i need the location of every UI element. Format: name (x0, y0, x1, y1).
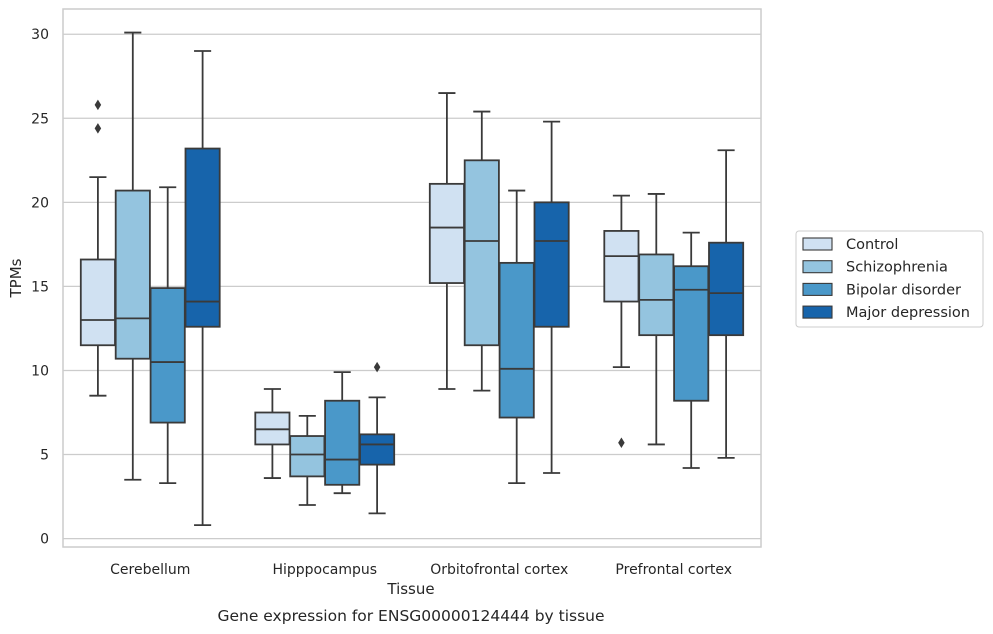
x-tick-label: Orbitofrontal cortex (430, 562, 568, 578)
box-3-3 (708, 149, 745, 459)
y-tick-label: 0 (40, 532, 49, 548)
y-tick-label: 20 (31, 195, 49, 211)
box-plots (79, 31, 745, 527)
box-iqr (79, 258, 116, 347)
box-iqr (184, 147, 221, 328)
legend-frame (795, 230, 984, 328)
box-2-0 (149, 186, 186, 485)
y-axis-label: TPMs (7, 258, 25, 298)
legend-swatch (802, 282, 833, 296)
box-2-3 (673, 231, 710, 469)
y-tick-label: 25 (31, 111, 49, 127)
box-iqr (149, 287, 186, 424)
x-tick-labels: Cerebellum Hipppocampus Orbitofrontal cort… (110, 562, 732, 578)
x-tick-label: Hipppocampus (272, 562, 377, 578)
legend-label: Control (846, 237, 898, 253)
y-tick-labels: 0 5 10 15 20 25 30 (31, 27, 49, 547)
box-iqr (533, 201, 570, 328)
outlier-point (373, 361, 381, 373)
box-1-2 (463, 110, 500, 392)
y-tick-label: 15 (31, 279, 49, 295)
box-3-1 (359, 361, 396, 515)
legend-swatch (802, 260, 833, 274)
box-0-0 (79, 99, 116, 397)
x-tick-label: Cerebellum (110, 562, 190, 578)
box-iqr (428, 182, 465, 284)
box-iqr (498, 261, 535, 419)
box-iqr (359, 433, 396, 466)
box-iqr (114, 189, 151, 360)
legend-label: Schizophrenia (846, 260, 948, 276)
box-0-1 (254, 388, 291, 479)
box-iqr (638, 253, 675, 337)
y-tick-label: 30 (31, 27, 49, 43)
y-tick-label: 5 (40, 448, 49, 464)
box-0-3 (603, 194, 640, 449)
legend-swatch (802, 237, 833, 251)
box-iqr (603, 230, 640, 303)
box-1-0 (114, 31, 151, 481)
outlier-point (618, 437, 625, 449)
box-3-2 (533, 120, 570, 474)
box-iqr (463, 159, 500, 347)
box-iqr (289, 435, 326, 478)
plot-frame (62, 8, 762, 548)
box-iqr (673, 265, 710, 402)
y-tick-label: 10 (31, 363, 49, 379)
legend: Control Schizophrenia Bipolar disorder Majo… (795, 230, 984, 328)
figure-caption: Gene expression for ENSG00000124444 by t… (217, 607, 604, 625)
x-tick-label: Prefrontal cortex (615, 562, 732, 578)
x-axis-label: Tissue (386, 580, 434, 598)
legend-label: Major depression (846, 305, 970, 321)
box-1-1 (289, 414, 326, 506)
legend-swatch (802, 305, 833, 319)
outlier-point (94, 123, 102, 134)
box-3-0 (184, 50, 221, 527)
legend-label: Bipolar disorder (846, 282, 961, 298)
box-1-3 (638, 193, 675, 446)
legend-items: Control Schizophrenia Bipolar disorder Majo… (802, 237, 970, 321)
outlier-point (94, 99, 102, 111)
box-iqr (708, 241, 745, 337)
box-2-1 (324, 371, 361, 495)
box-2-2 (498, 189, 535, 485)
box-iqr (324, 399, 361, 486)
